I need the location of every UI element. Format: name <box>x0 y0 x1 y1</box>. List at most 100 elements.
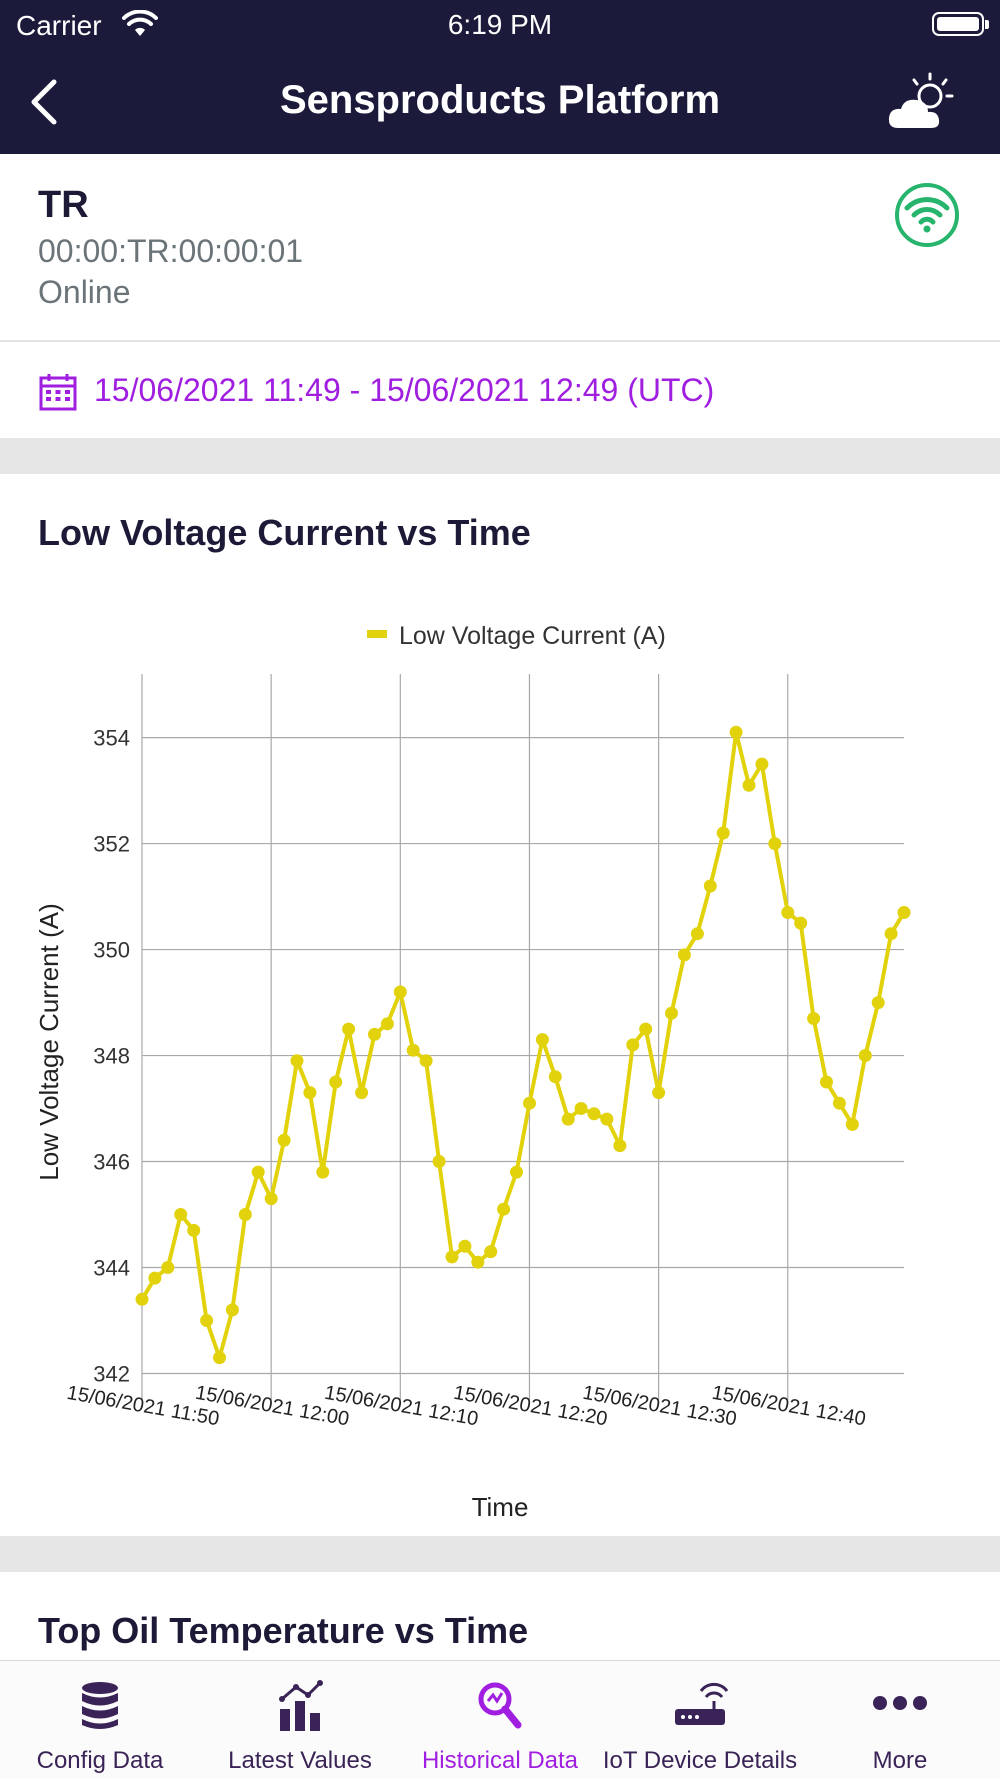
section-divider <box>0 438 1000 474</box>
data-point <box>729 725 743 739</box>
data-point <box>703 879 717 893</box>
data-point <box>225 1303 239 1317</box>
data-point <box>897 906 911 919</box>
data-point <box>342 1022 356 1036</box>
section-divider <box>0 1536 1000 1572</box>
data-point <box>755 757 769 771</box>
tab-config-data[interactable]: Config Data <box>0 1661 200 1779</box>
data-point <box>639 1022 653 1036</box>
data-point <box>781 906 795 919</box>
tab-iot-device-details[interactable]: IoT Device Details <box>600 1661 800 1779</box>
data-point <box>238 1208 252 1221</box>
data-point <box>419 1054 433 1068</box>
date-range-text: 15/06/2021 11:49 - 15/06/2021 12:49 (UTC… <box>94 372 715 408</box>
data-point <box>820 1075 833 1089</box>
data-point <box>393 985 407 999</box>
y-tick-label: 344 <box>93 1256 130 1281</box>
data-point <box>290 1054 304 1068</box>
data-point <box>187 1223 201 1237</box>
device-card: TR 00:00:TR:00:00:01 Online <box>0 154 1000 342</box>
tab-label: IoT Device Details <box>602 1747 798 1774</box>
data-point <box>510 1165 523 1179</box>
more-dots-icon <box>873 1696 927 1710</box>
data-point <box>174 1208 188 1221</box>
data-point <box>716 826 730 840</box>
data-point <box>329 1075 343 1089</box>
data-point <box>355 1086 369 1100</box>
data-point <box>832 1096 846 1110</box>
data-point <box>845 1117 859 1131</box>
data-point <box>497 1202 511 1216</box>
data-point <box>432 1155 446 1168</box>
data-point <box>690 927 704 941</box>
tab-label: Latest Values <box>228 1747 372 1774</box>
data-point <box>471 1255 485 1269</box>
bar-chart-icon <box>279 1680 323 1731</box>
data-point <box>368 1027 381 1041</box>
data-point <box>535 1033 549 1047</box>
data-point <box>484 1245 498 1259</box>
tab-historical-data[interactable]: Historical Data <box>400 1661 600 1779</box>
tab-more[interactable]: More <box>800 1661 1000 1779</box>
tab-latest-values[interactable]: Latest Values <box>200 1661 400 1779</box>
data-point <box>587 1107 601 1121</box>
device-mac-address: 00:00:TR:00:00:01 <box>38 233 304 269</box>
chart-title-2: Top Oil Temperature vs Time <box>38 1610 529 1651</box>
partly-cloudy-icon[interactable] <box>886 70 958 134</box>
battery-icon <box>932 12 984 36</box>
data-point <box>523 1096 536 1110</box>
data-point <box>742 778 756 792</box>
database-icon <box>82 1682 118 1729</box>
tab-label: Config Data <box>36 1747 164 1774</box>
data-point <box>264 1192 278 1206</box>
data-point <box>251 1165 265 1179</box>
data-point <box>277 1133 291 1147</box>
data-point <box>871 996 885 1010</box>
carrier-label: Carrier <box>16 10 102 41</box>
data-point <box>213 1351 226 1365</box>
bottom-tab-bar: Config Data Latest Values Historical Dat… <box>0 1660 1000 1779</box>
device-status: Online <box>38 274 131 310</box>
tab-label: Historical Data <box>421 1747 579 1774</box>
data-point <box>135 1292 149 1306</box>
data-point <box>574 1102 588 1115</box>
data-point <box>613 1139 627 1153</box>
chart-title: Low Voltage Current vs Time <box>38 512 531 553</box>
data-point <box>768 837 782 851</box>
data-point <box>445 1250 459 1264</box>
y-axis-label: Low Voltage Current (A) <box>34 903 64 1180</box>
search-chart-icon <box>478 1682 522 1729</box>
data-point <box>884 927 898 941</box>
wifi-signal-icon <box>122 10 158 36</box>
data-point <box>652 1086 666 1100</box>
data-point <box>626 1038 640 1052</box>
data-point <box>548 1070 562 1084</box>
y-tick-label: 352 <box>93 832 130 857</box>
data-point <box>406 1043 420 1057</box>
y-tick-label: 342 <box>93 1362 130 1387</box>
data-point <box>200 1314 214 1327</box>
y-tick-label: 350 <box>93 938 130 963</box>
device-name: TR <box>38 184 89 226</box>
series-line <box>140 730 906 1360</box>
data-point <box>600 1112 614 1126</box>
date-range-selector[interactable]: 15/06/2021 11:49 - 15/06/2021 12:49 (UTC… <box>0 342 1000 438</box>
data-point <box>380 1017 394 1031</box>
clock-time: 6:19 PM <box>447 9 553 40</box>
tab-label: More <box>872 1747 928 1774</box>
y-tick-label: 348 <box>93 1044 130 1069</box>
header-bar: Carrier 6:19 PM Sensproducts Platform <box>0 0 1000 154</box>
data-point <box>807 1012 821 1025</box>
data-point <box>665 1006 678 1020</box>
data-point <box>303 1086 317 1100</box>
data-point <box>316 1165 330 1179</box>
calendar-icon <box>39 374 77 411</box>
data-point <box>561 1112 575 1126</box>
data-point <box>677 948 691 962</box>
page-title: Sensproducts Platform <box>279 78 721 122</box>
router-icon <box>675 1682 729 1725</box>
data-point <box>858 1049 872 1062</box>
data-point <box>161 1261 175 1274</box>
chevron-left-icon[interactable] <box>24 74 68 130</box>
data-point <box>458 1239 472 1253</box>
